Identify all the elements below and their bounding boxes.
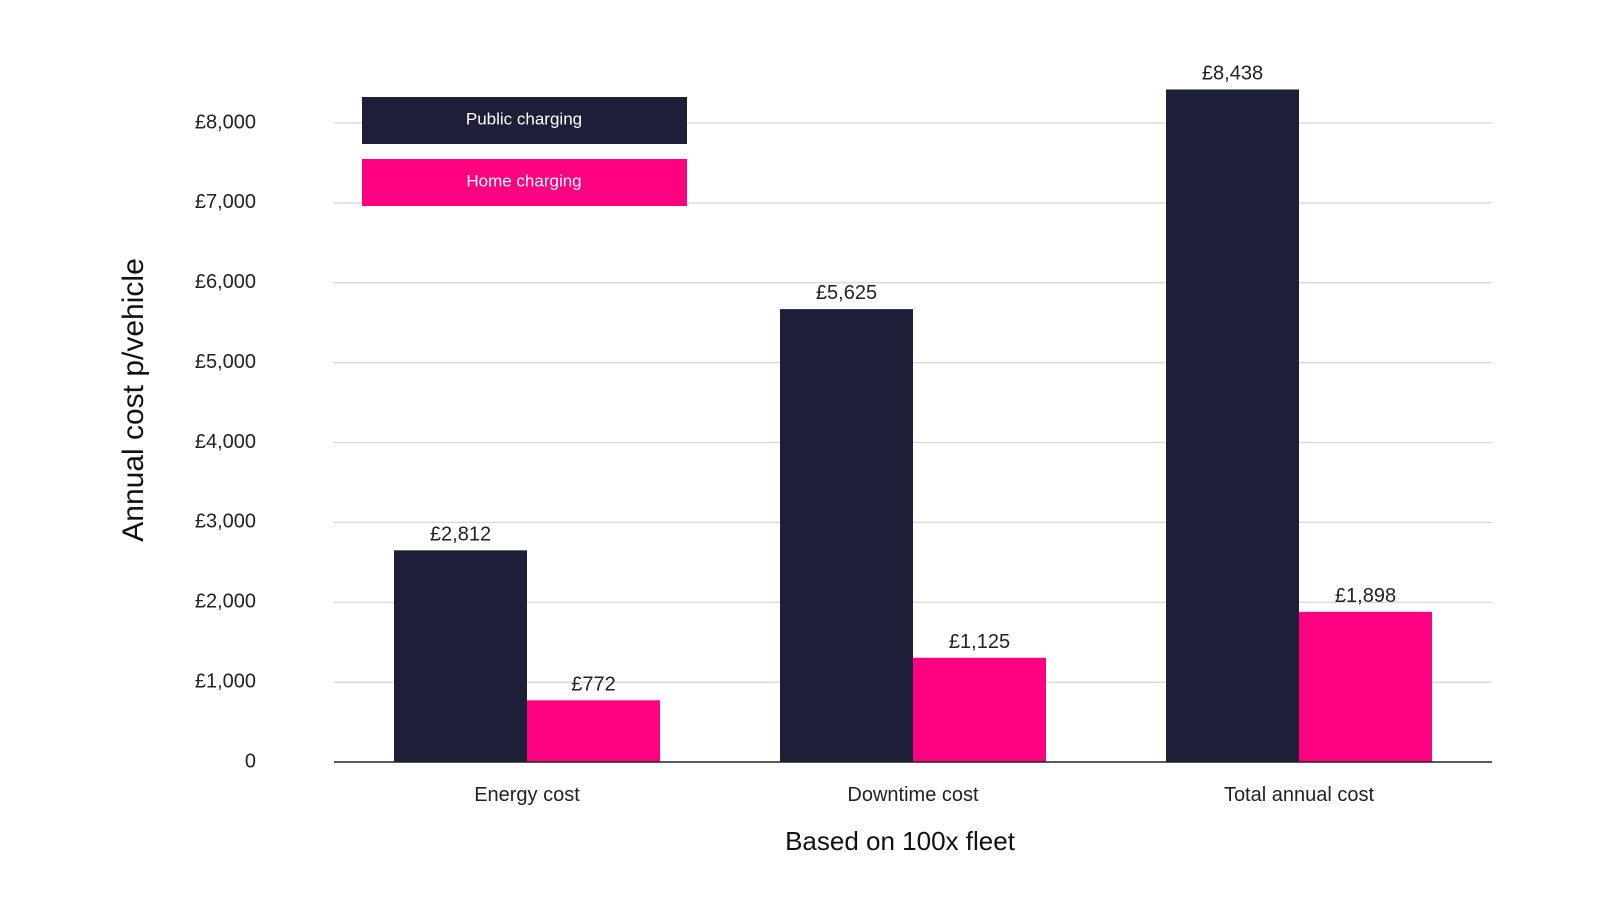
data-label: £772	[571, 673, 616, 695]
value-labels: £2,812 £772 £5,625 £1,125 £8,438 £1,898	[430, 62, 1396, 695]
legend: Public charging Home charging	[362, 97, 687, 206]
y-tick-label: £7,000	[195, 191, 256, 213]
bars	[394, 89, 1432, 762]
legend-item-public: Public charging	[362, 97, 687, 144]
bar-home	[1299, 611, 1432, 762]
y-tick-label: £1,000	[195, 670, 256, 692]
legend-item-home: Home charging	[362, 159, 687, 206]
legend-swatch-home	[362, 159, 687, 206]
y-axis-ticks: 0 £1,000 £2,000 £3,000 £4,000 £5,000 £6,000 £7,…	[195, 111, 256, 772]
data-label: £5,625	[816, 282, 877, 304]
data-label: £8,438	[1202, 62, 1263, 84]
legend-label-home: Home charging	[466, 171, 581, 190]
y-tick-label: £2,000	[195, 591, 256, 613]
y-tick-label: £8,000	[195, 111, 256, 133]
x-tick-label: Total annual cost	[1224, 784, 1375, 806]
data-label: £1,125	[949, 631, 1010, 653]
bar-home	[913, 657, 1046, 762]
bar-public	[1166, 89, 1299, 762]
y-axis-title: Annual cost p/vehicle	[117, 258, 150, 542]
y-tick-label: £3,000	[195, 511, 256, 533]
legend-swatch-public	[362, 97, 687, 144]
y-tick-label: £4,000	[195, 431, 256, 453]
legend-label-public: Public charging	[466, 109, 582, 128]
bar-public	[780, 309, 913, 762]
x-axis-title: Based on 100x fleet	[785, 826, 1016, 856]
x-axis-categories: Energy cost Downtime cost Total annual cos…	[474, 784, 1374, 806]
bar-public	[394, 550, 527, 762]
x-tick-label: Energy cost	[474, 784, 580, 806]
bar-home	[527, 700, 660, 762]
y-tick-label: 0	[245, 750, 256, 772]
x-tick-label: Downtime cost	[847, 784, 979, 806]
data-label: £2,812	[430, 523, 491, 545]
y-tick-label: £5,000	[195, 351, 256, 373]
y-tick-label: £6,000	[195, 271, 256, 293]
data-label: £1,898	[1335, 585, 1396, 607]
